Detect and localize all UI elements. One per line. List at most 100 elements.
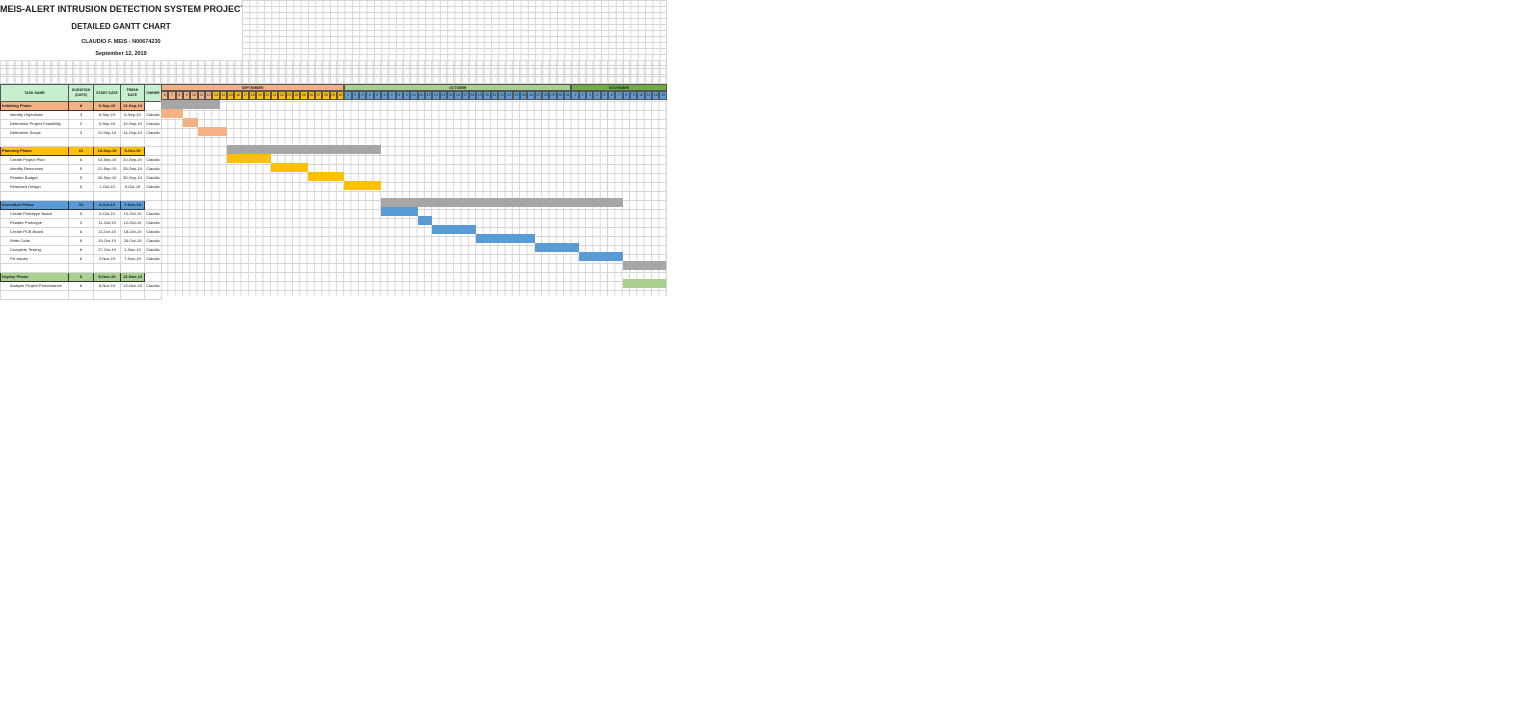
duration-cell: 3 — [68, 218, 94, 228]
task-bar[interactable] — [432, 225, 477, 235]
day-cell: 16 — [454, 91, 462, 100]
start-date-cell: 6-Oct-19 — [93, 209, 121, 219]
owner-cell — [144, 200, 162, 210]
owner-cell: Claudio — [144, 227, 162, 237]
task-row: Determine Scope 3 11-Sep-19 14-Sep-19 Claudi… — [0, 128, 162, 138]
task-bar[interactable] — [270, 162, 308, 172]
spreadsheet-grid[interactable]: MEIS-ALERT INTRUSION DETECTION SYSTEM PR… — [0, 0, 667, 300]
day-cell: 13 — [212, 91, 220, 100]
duration-cell: 2 — [68, 119, 94, 129]
phase-row: Initiating Phase 8 6-Sep-19 13-Sep-19 — [0, 101, 162, 111]
task-bar[interactable] — [197, 126, 227, 136]
task-bar[interactable] — [380, 207, 418, 217]
finish-date-cell: 12-Oct-19 — [120, 218, 145, 228]
phase-summary-bar[interactable] — [226, 144, 381, 154]
day-cell: 12 — [424, 91, 433, 100]
task-row: Create PCB Board 6 13-Oct-19 18-Oct-19 Claud… — [0, 227, 162, 237]
start-date-cell — [93, 191, 121, 201]
finish-date-cell: 20-Sep-19 — [120, 155, 145, 165]
top-right-grid — [242, 0, 666, 60]
task-row: Identify Objectives 3 6-Sep-19 8-Sep-19 Clau… — [0, 110, 162, 120]
task-name-cell: Fix Issues — [0, 254, 69, 264]
task-bar[interactable] — [534, 243, 579, 253]
task-bar[interactable] — [226, 153, 271, 163]
day-cell: 14 — [219, 91, 227, 100]
finish-date-cell: 7-Nov-19 — [120, 254, 145, 264]
owner-cell: Claudio — [144, 155, 162, 165]
finish-date-cell — [120, 290, 145, 300]
duration-cell — [68, 263, 94, 273]
day-cell: 23 — [285, 91, 293, 100]
blank-row — [0, 191, 162, 201]
day-cell: 5 — [373, 91, 381, 100]
day-cell: 5 — [600, 91, 609, 100]
task-name-cell: Initiating Phase — [0, 101, 69, 111]
task-name-cell — [0, 137, 69, 147]
task-row: Write Code 8 19-Oct-19 26-Oct-19 Claudio — [0, 236, 162, 246]
day-cell: 31 — [564, 91, 572, 100]
task-bar[interactable] — [476, 234, 535, 244]
day-cell: 27 — [314, 91, 323, 100]
finish-date-cell: 10-Sep-19 — [120, 119, 145, 129]
day-cell: 21 — [490, 91, 499, 100]
duration-cell: 8 — [68, 236, 94, 246]
start-date-cell: 9-Sep-19 — [93, 119, 121, 129]
task-bar[interactable] — [307, 171, 345, 181]
owner-cell — [144, 290, 162, 300]
task-name-cell: Complete Testing — [0, 245, 69, 255]
finish-date-cell — [120, 191, 145, 201]
phase-row: Deploy Phase 6 8-Nov-19 13-Nov-19 — [0, 272, 162, 282]
task-bar[interactable] — [417, 216, 433, 226]
day-cell: 15 — [226, 91, 235, 100]
finish-date-cell: 8-Sep-19 — [120, 110, 145, 120]
task-bar[interactable] — [161, 108, 183, 118]
start-date-cell: 15-Sep-19 — [93, 146, 121, 156]
day-cell: 7 — [168, 91, 176, 100]
day-cell: 2 — [578, 91, 587, 100]
start-date-cell: 21-Sep-19 — [93, 164, 121, 174]
day-cell: 10 — [410, 91, 418, 100]
day-cell: 18 — [248, 91, 257, 100]
month-header: SEPTEMBER — [161, 84, 345, 91]
day-cell: 9 — [182, 91, 191, 100]
day-cell: 25 — [300, 91, 308, 100]
task-name-cell: Finalize Budget — [0, 173, 69, 183]
month-header: NOVEMBER — [571, 84, 667, 91]
phase-row: Planning Phase 21 15-Sep-19 5-Oct-19 — [0, 146, 162, 156]
duration-cell: 21 — [68, 146, 94, 156]
start-date-cell: 6-Sep-19 — [93, 101, 121, 111]
owner-cell — [144, 191, 162, 201]
task-name-cell: Create PCB Board — [0, 227, 69, 237]
start-date-cell: 1-Oct-19 — [93, 182, 121, 192]
day-cell: 10 — [637, 91, 645, 100]
phase-summary-bar[interactable] — [622, 261, 666, 271]
day-cell: 10 — [190, 91, 198, 100]
owner-cell: Claudio — [144, 164, 162, 174]
task-row: Finalize Prototype 3 11-Oct-19 12-Oct-19 Cla… — [0, 218, 162, 228]
task-bar[interactable] — [344, 180, 381, 190]
day-cell: 14 — [439, 91, 447, 100]
task-name-cell: Execution Phase — [0, 200, 69, 210]
finish-date-cell: 1-Nov-19 — [120, 245, 145, 255]
task-name-cell: Determine Scope — [0, 128, 69, 138]
duration-cell: 6 — [68, 254, 94, 264]
phase-summary-bar[interactable] — [380, 198, 623, 208]
task-bar[interactable] — [578, 252, 623, 262]
start-date-cell — [93, 263, 121, 273]
start-date-cell: 15-Sep-19 — [93, 155, 121, 165]
day-cell: 22 — [278, 91, 286, 100]
phase-summary-bar[interactable] — [161, 100, 220, 109]
owner-cell — [144, 146, 162, 156]
owner-cell: Claudio — [144, 281, 162, 291]
project-title: MEIS-ALERT INTRUSION DETECTION SYSTEM PR… — [0, 0, 243, 19]
duration-cell: 5 — [68, 173, 94, 183]
task-name-cell: Create Prototype Board — [0, 209, 69, 219]
owner-cell: Claudio — [144, 209, 162, 219]
month-header: OCTOBER — [344, 84, 572, 91]
finish-date-cell: 13-Sep-19 — [120, 101, 145, 111]
day-cell: 21 — [270, 91, 279, 100]
task-name-cell: Analyze Project Performance — [0, 281, 69, 291]
task-bar[interactable] — [182, 117, 198, 127]
day-cell: 4 — [593, 91, 601, 100]
task-bar[interactable] — [622, 279, 666, 288]
